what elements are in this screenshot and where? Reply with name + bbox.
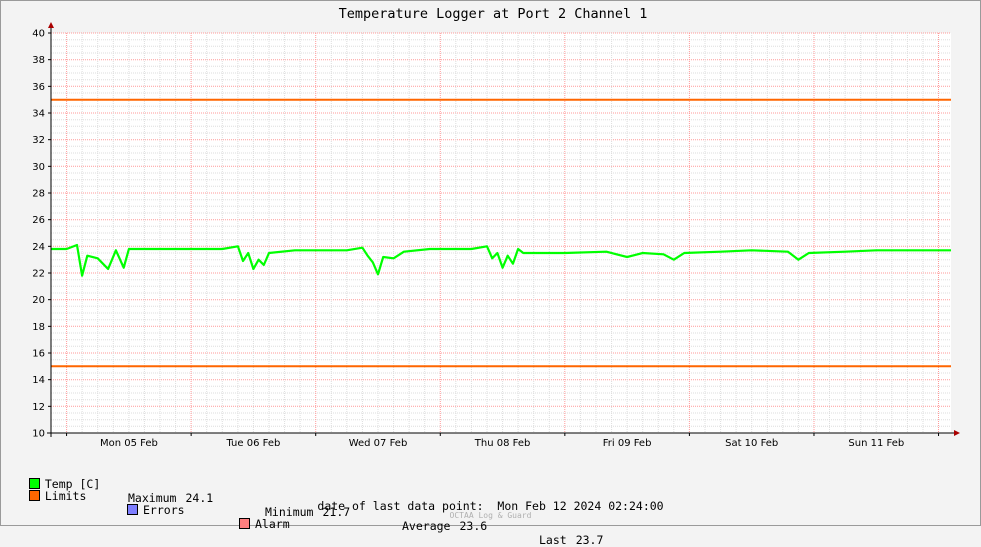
stat-average: Average 23.6 [402,519,487,533]
stat-last-value: 23.7 [575,533,604,547]
last-data-point: date of last data point: Mon Feb 12 2024… [0,499,981,513]
legend-limits-label: Limits [44,489,87,503]
y-tick-label: 28 [32,189,45,200]
brand-watermark: OCTAA Log & Guard [449,511,532,520]
stat-maximum-value: 24.1 [185,491,214,505]
chart-title: Temperature Logger at Port 2 Channel 1 [339,6,648,22]
legend-errors-swatch [127,504,138,515]
y-tick-label: 18 [32,322,45,333]
y-tick-label: 14 [32,375,45,386]
last-data-point-label: date of last data point: [317,499,484,513]
stat-average-value: 23.6 [459,519,488,533]
y-tick-label: 40 [32,29,45,40]
legend-limits: Limits [28,489,87,503]
stat-maximum-label: Maximum [128,491,177,505]
limit-lines [51,98,951,368]
y-tick-label: 38 [32,55,45,66]
series [51,243,951,277]
legend-limits-swatch [28,490,40,501]
x-tick-label: Thu 08 Feb [474,438,531,449]
x-tick-label: Fri 09 Feb [603,438,652,449]
axes [47,22,960,437]
legend-temp: Temp [C] [28,477,101,491]
x-axis-arrow-icon [954,430,960,436]
grid [50,32,951,434]
y-tick-label: 34 [32,109,45,120]
stat-average-label: Average [402,519,451,533]
stat-maximum: Maximum 24.1 [128,491,213,505]
last-data-point-value: Mon Feb 12 2024 02:24:00 [497,499,664,513]
y-tick-label: 30 [32,162,45,173]
y-axis-arrow-icon [48,22,54,28]
y-tick-label: 36 [32,82,45,93]
y-tick-label: 22 [32,269,45,280]
legend-temp-label: Temp [C] [44,477,101,491]
x-tick-label: Wed 07 Feb [349,438,408,449]
y-tick-label: 12 [32,402,45,413]
stat-last-label: Last [539,533,567,547]
x-tick-label: Mon 05 Feb [100,438,158,449]
y-tick-label: 24 [32,242,45,253]
temperature-chart: 10 12 14 16 18 20 22 24 26 28 30 32 34 36 38 40 Mon 05 F… [32,6,960,450]
stat-last: Last 23.7 [539,533,603,547]
y-tick-label: 10 [32,429,45,440]
stat-minimum-label: Minimum [265,505,314,519]
x-tick-label: Tue 06 Feb [225,438,280,449]
y-tick-label: 32 [32,135,45,146]
y-tick-label: 26 [32,215,45,226]
x-tick-label: Sun 11 Feb [848,438,904,449]
x-tick-label: Sat 10 Feb [725,438,778,449]
series-line-temp [51,243,951,277]
legend-temp-swatch [28,478,40,489]
legend-errors: Errors [127,503,185,517]
y-tick-label: 16 [32,349,45,360]
legend-errors-label: Errors [143,503,185,517]
stat-minimum: Minimum 21.7 [265,505,350,519]
y-tick-label: 20 [32,295,45,306]
tick-labels: 10 12 14 16 18 20 22 24 26 28 30 32 34 36 38 40 Mon 05 F… [32,29,904,450]
stat-minimum-value: 21.7 [322,505,351,519]
